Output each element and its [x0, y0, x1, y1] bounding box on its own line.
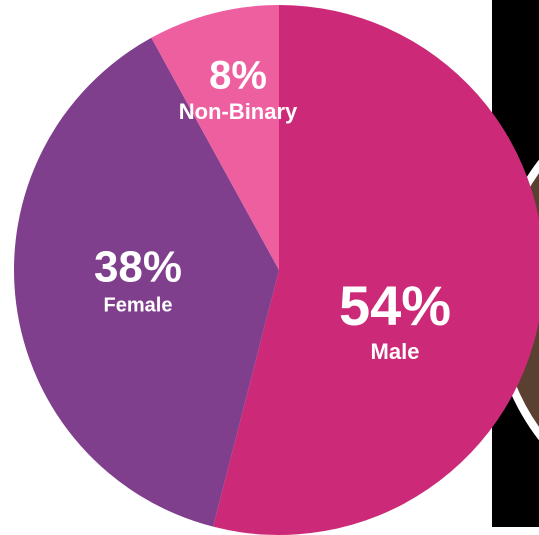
- value-label: 38%: [94, 243, 182, 292]
- pie: 54%Male 38%Female 8%Non-Binary: [14, 5, 539, 535]
- value-label: 8%: [209, 54, 267, 98]
- category-label: Male: [371, 339, 420, 364]
- chart: 54%Male 38%Female 8%Non-Binary: [0, 0, 539, 535]
- category-label: Non-Binary: [179, 99, 298, 124]
- value-label: 54%: [339, 274, 451, 337]
- category-label: Female: [104, 294, 173, 316]
